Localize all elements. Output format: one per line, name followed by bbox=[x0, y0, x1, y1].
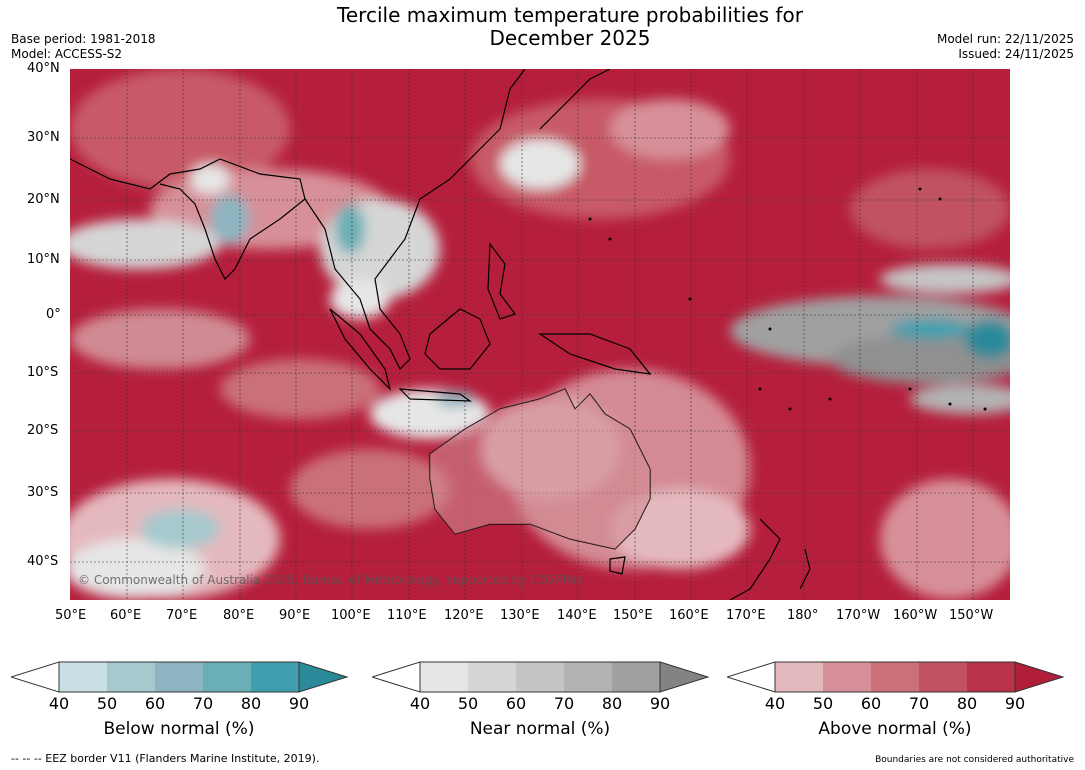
probability-map bbox=[70, 69, 1010, 600]
lat-label-10s: 10°S bbox=[27, 365, 59, 380]
model-info: Base period: 1981-2018 Model: ACCESS-S2 bbox=[11, 32, 156, 62]
near-swatch-40 bbox=[420, 662, 468, 692]
lat-label-0: 0° bbox=[46, 307, 61, 322]
lat-label-30n: 30°N bbox=[27, 130, 60, 145]
above-swatch-80 bbox=[967, 662, 1015, 692]
legend-below-normal bbox=[9, 661, 349, 693]
near-tick-40: 40 bbox=[409, 694, 431, 713]
below-swatch-90 bbox=[298, 661, 349, 693]
lon-label-50e: 50°E bbox=[55, 608, 87, 623]
above-legend-label: Above normal (%) bbox=[818, 719, 972, 739]
lon-label-90e: 90°E bbox=[279, 608, 311, 623]
below-tick-70: 70 bbox=[192, 694, 214, 713]
above-swatch-60 bbox=[871, 662, 919, 692]
lon-label-70e: 70°E bbox=[166, 608, 198, 623]
below-tick-50: 50 bbox=[96, 694, 118, 713]
lat-label-30s: 30°S bbox=[27, 485, 59, 500]
below-legend-label: Below normal (%) bbox=[103, 719, 255, 739]
boundaries-note: Boundaries are not considered authoritat… bbox=[875, 755, 1074, 765]
lon-label-120e: 120°E bbox=[444, 608, 484, 623]
near-tick-50: 50 bbox=[457, 694, 479, 713]
lon-label-170w: 170°W bbox=[836, 608, 881, 623]
map-canvas bbox=[70, 69, 1010, 600]
above-swatch-50 bbox=[823, 662, 871, 692]
below-swatch-50 bbox=[107, 662, 155, 692]
above-swatch-40 bbox=[775, 662, 823, 692]
pacific-islands bbox=[588, 187, 987, 411]
australia-shading bbox=[430, 389, 650, 549]
lon-label-160e: 160°E bbox=[669, 608, 709, 623]
below-swatch-80 bbox=[251, 662, 299, 692]
near-swatch-90 bbox=[659, 661, 710, 693]
eez-note: -- -- -- EEZ border V11 (Flanders Marine… bbox=[11, 752, 320, 765]
lon-label-150e: 150°E bbox=[613, 608, 653, 623]
above-tick-70: 70 bbox=[908, 694, 930, 713]
legend-above-normal bbox=[725, 661, 1065, 693]
above-tick-40: 40 bbox=[764, 694, 786, 713]
near-legend-label: Near normal (%) bbox=[469, 719, 611, 739]
lon-label-150w: 150°W bbox=[949, 608, 994, 623]
near-tick-90: 90 bbox=[649, 694, 671, 713]
base-period: Base period: 1981-2018 bbox=[11, 32, 156, 46]
run-info: Model run: 22/11/2025 Issued: 24/11/2025 bbox=[937, 32, 1074, 62]
lat-label-20n: 20°N bbox=[27, 192, 60, 207]
above-colorbar bbox=[725, 661, 1065, 693]
lat-label-20s: 20°S bbox=[27, 423, 59, 438]
below-swatch-60 bbox=[155, 662, 203, 692]
lon-label-130e: 130°E bbox=[500, 608, 540, 623]
near-swatch-50 bbox=[468, 662, 516, 692]
above-swatch-70 bbox=[919, 662, 967, 692]
below-tick-90: 90 bbox=[288, 694, 310, 713]
lat-label-10n: 10°N bbox=[27, 252, 60, 267]
lon-label-110e: 110°E bbox=[387, 608, 427, 623]
near-tick-80: 80 bbox=[601, 694, 623, 713]
below-tick-80: 80 bbox=[240, 694, 262, 713]
lat-label-40n: 40°N bbox=[27, 61, 60, 76]
below-swatch-70 bbox=[203, 662, 251, 692]
below-tick-40: 40 bbox=[48, 694, 70, 713]
above-tick-80: 80 bbox=[956, 694, 978, 713]
near-tick-60: 60 bbox=[505, 694, 527, 713]
model-run: Model run: 22/11/2025 bbox=[936, 32, 1074, 46]
near-swatch-70 bbox=[564, 662, 612, 692]
near-swatch-80 bbox=[612, 662, 660, 692]
above-swatch-90 bbox=[1014, 661, 1065, 693]
graticule bbox=[70, 69, 1010, 600]
below-swatch-40 bbox=[59, 662, 107, 692]
near-colorbar bbox=[370, 661, 710, 693]
title-line-1: Tercile maximum temperature probabilitie… bbox=[337, 3, 803, 27]
above-tick-90: 90 bbox=[1004, 694, 1026, 713]
below-tick-60: 60 bbox=[144, 694, 166, 713]
near-tick-70: 70 bbox=[553, 694, 575, 713]
above-tick-60: 60 bbox=[860, 694, 882, 713]
lon-label-170e: 170°E bbox=[726, 608, 766, 623]
lon-label-140e: 140°E bbox=[557, 608, 597, 623]
copyright-notice: © Commonwealth of Australia 2025, Bureau… bbox=[78, 573, 584, 587]
shading-layers bbox=[70, 69, 1010, 599]
near-swatch-60 bbox=[516, 662, 564, 692]
below-colorbar bbox=[9, 661, 349, 693]
lon-label-60e: 60°E bbox=[110, 608, 142, 623]
lon-label-80e: 80°E bbox=[223, 608, 255, 623]
issued-date: Issued: 24/11/2025 bbox=[958, 47, 1074, 61]
legend-near-normal bbox=[370, 661, 710, 693]
lat-label-40s: 40°S bbox=[27, 554, 59, 569]
title-line-2: December 2025 bbox=[489, 26, 651, 50]
lon-label-100e: 100°E bbox=[331, 608, 371, 623]
above-tick-50: 50 bbox=[812, 694, 834, 713]
model-name: Model: ACCESS-S2 bbox=[11, 47, 123, 61]
lon-label-160w: 160°W bbox=[893, 608, 938, 623]
lon-label-180: 180° bbox=[787, 608, 819, 623]
map-title: Tercile maximum temperature probabilitie… bbox=[0, 4, 1085, 50]
